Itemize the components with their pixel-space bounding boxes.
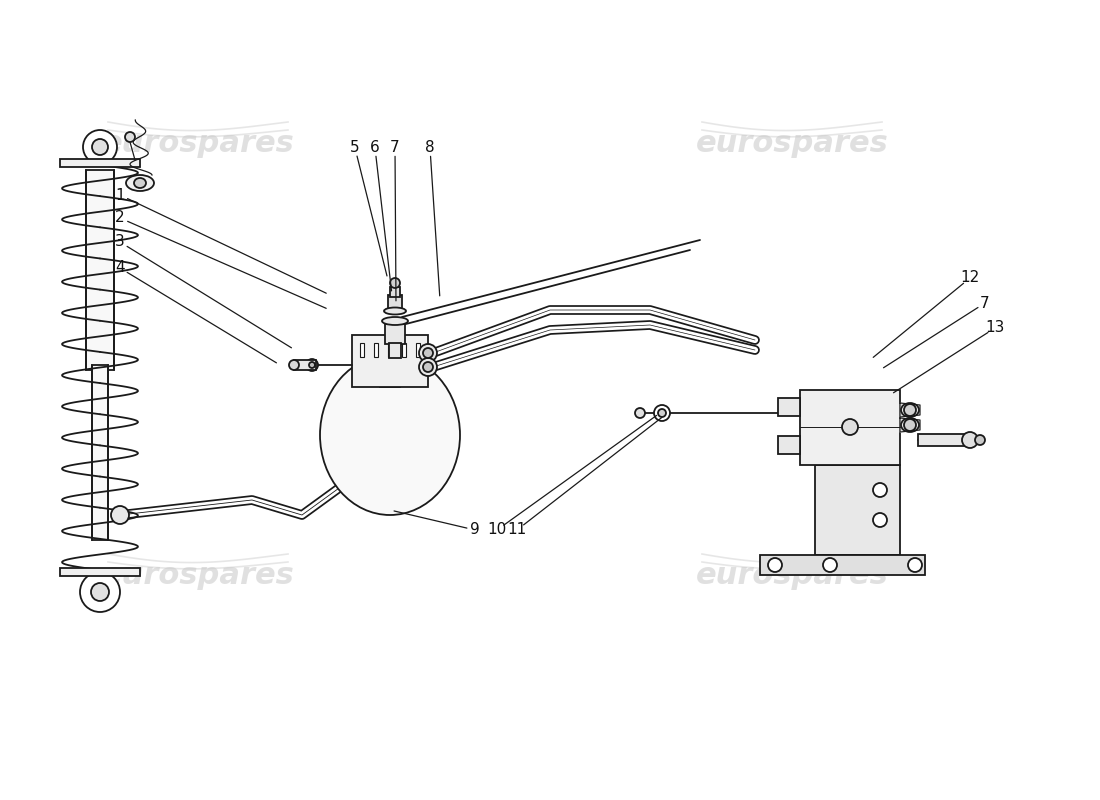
Text: 6: 6 [370, 141, 379, 155]
Bar [86, 170, 114, 370]
Bar [92, 365, 108, 540]
Text: eurospares: eurospares [695, 562, 889, 590]
Circle shape [306, 359, 318, 371]
Circle shape [424, 348, 433, 358]
Text: eurospares: eurospares [101, 562, 295, 590]
Text: 12: 12 [960, 270, 980, 286]
Bar [778, 398, 800, 416]
Bar [760, 555, 925, 575]
Text: 1: 1 [116, 187, 124, 202]
Bar [360, 343, 364, 357]
Text: 7: 7 [980, 295, 990, 310]
Text: 8: 8 [426, 141, 434, 155]
Circle shape [962, 432, 978, 448]
Ellipse shape [901, 418, 918, 432]
Circle shape [823, 558, 837, 572]
Text: 7: 7 [390, 141, 399, 155]
Text: 2: 2 [116, 210, 124, 226]
Circle shape [309, 362, 315, 368]
Circle shape [654, 405, 670, 421]
Bar [374, 343, 378, 357]
Bar [352, 335, 428, 387]
Bar [388, 295, 401, 311]
Circle shape [842, 419, 858, 435]
Bar [388, 343, 392, 357]
Circle shape [873, 513, 887, 527]
Circle shape [111, 506, 129, 524]
Text: 9: 9 [470, 522, 480, 538]
Text: 4: 4 [116, 261, 124, 275]
Ellipse shape [901, 403, 918, 417]
Circle shape [92, 139, 108, 155]
Bar [294, 360, 316, 370]
Circle shape [390, 278, 400, 288]
Bar [60, 568, 140, 576]
Circle shape [424, 362, 433, 372]
Circle shape [91, 583, 109, 601]
Circle shape [873, 483, 887, 497]
Bar [402, 343, 406, 357]
Bar [389, 343, 402, 358]
Text: 13: 13 [986, 321, 1004, 335]
Bar [800, 390, 900, 465]
Bar [385, 324, 405, 344]
Bar [379, 360, 400, 387]
Bar [416, 343, 420, 357]
Circle shape [289, 360, 299, 370]
Polygon shape [900, 403, 920, 417]
Circle shape [768, 558, 782, 572]
Text: 5: 5 [350, 141, 360, 155]
Text: eurospares: eurospares [695, 130, 889, 158]
Text: eurospares: eurospares [101, 130, 295, 158]
Circle shape [635, 408, 645, 418]
Polygon shape [900, 418, 920, 432]
Circle shape [125, 132, 135, 142]
Circle shape [82, 130, 117, 164]
Bar [918, 434, 970, 446]
Circle shape [904, 419, 916, 431]
Ellipse shape [384, 307, 406, 314]
Circle shape [80, 572, 120, 612]
Text: 11: 11 [507, 522, 527, 538]
Circle shape [975, 435, 984, 445]
Text: 10: 10 [487, 522, 507, 538]
Circle shape [658, 409, 666, 417]
Ellipse shape [320, 355, 460, 515]
Bar [778, 436, 800, 454]
Bar [815, 465, 900, 555]
Circle shape [419, 358, 437, 376]
Circle shape [904, 404, 916, 416]
Circle shape [908, 558, 922, 572]
Bar [390, 287, 400, 297]
Bar [60, 159, 140, 167]
Ellipse shape [126, 175, 154, 191]
Ellipse shape [382, 317, 408, 325]
Text: 3: 3 [116, 234, 125, 250]
Ellipse shape [134, 178, 146, 188]
Circle shape [419, 344, 437, 362]
